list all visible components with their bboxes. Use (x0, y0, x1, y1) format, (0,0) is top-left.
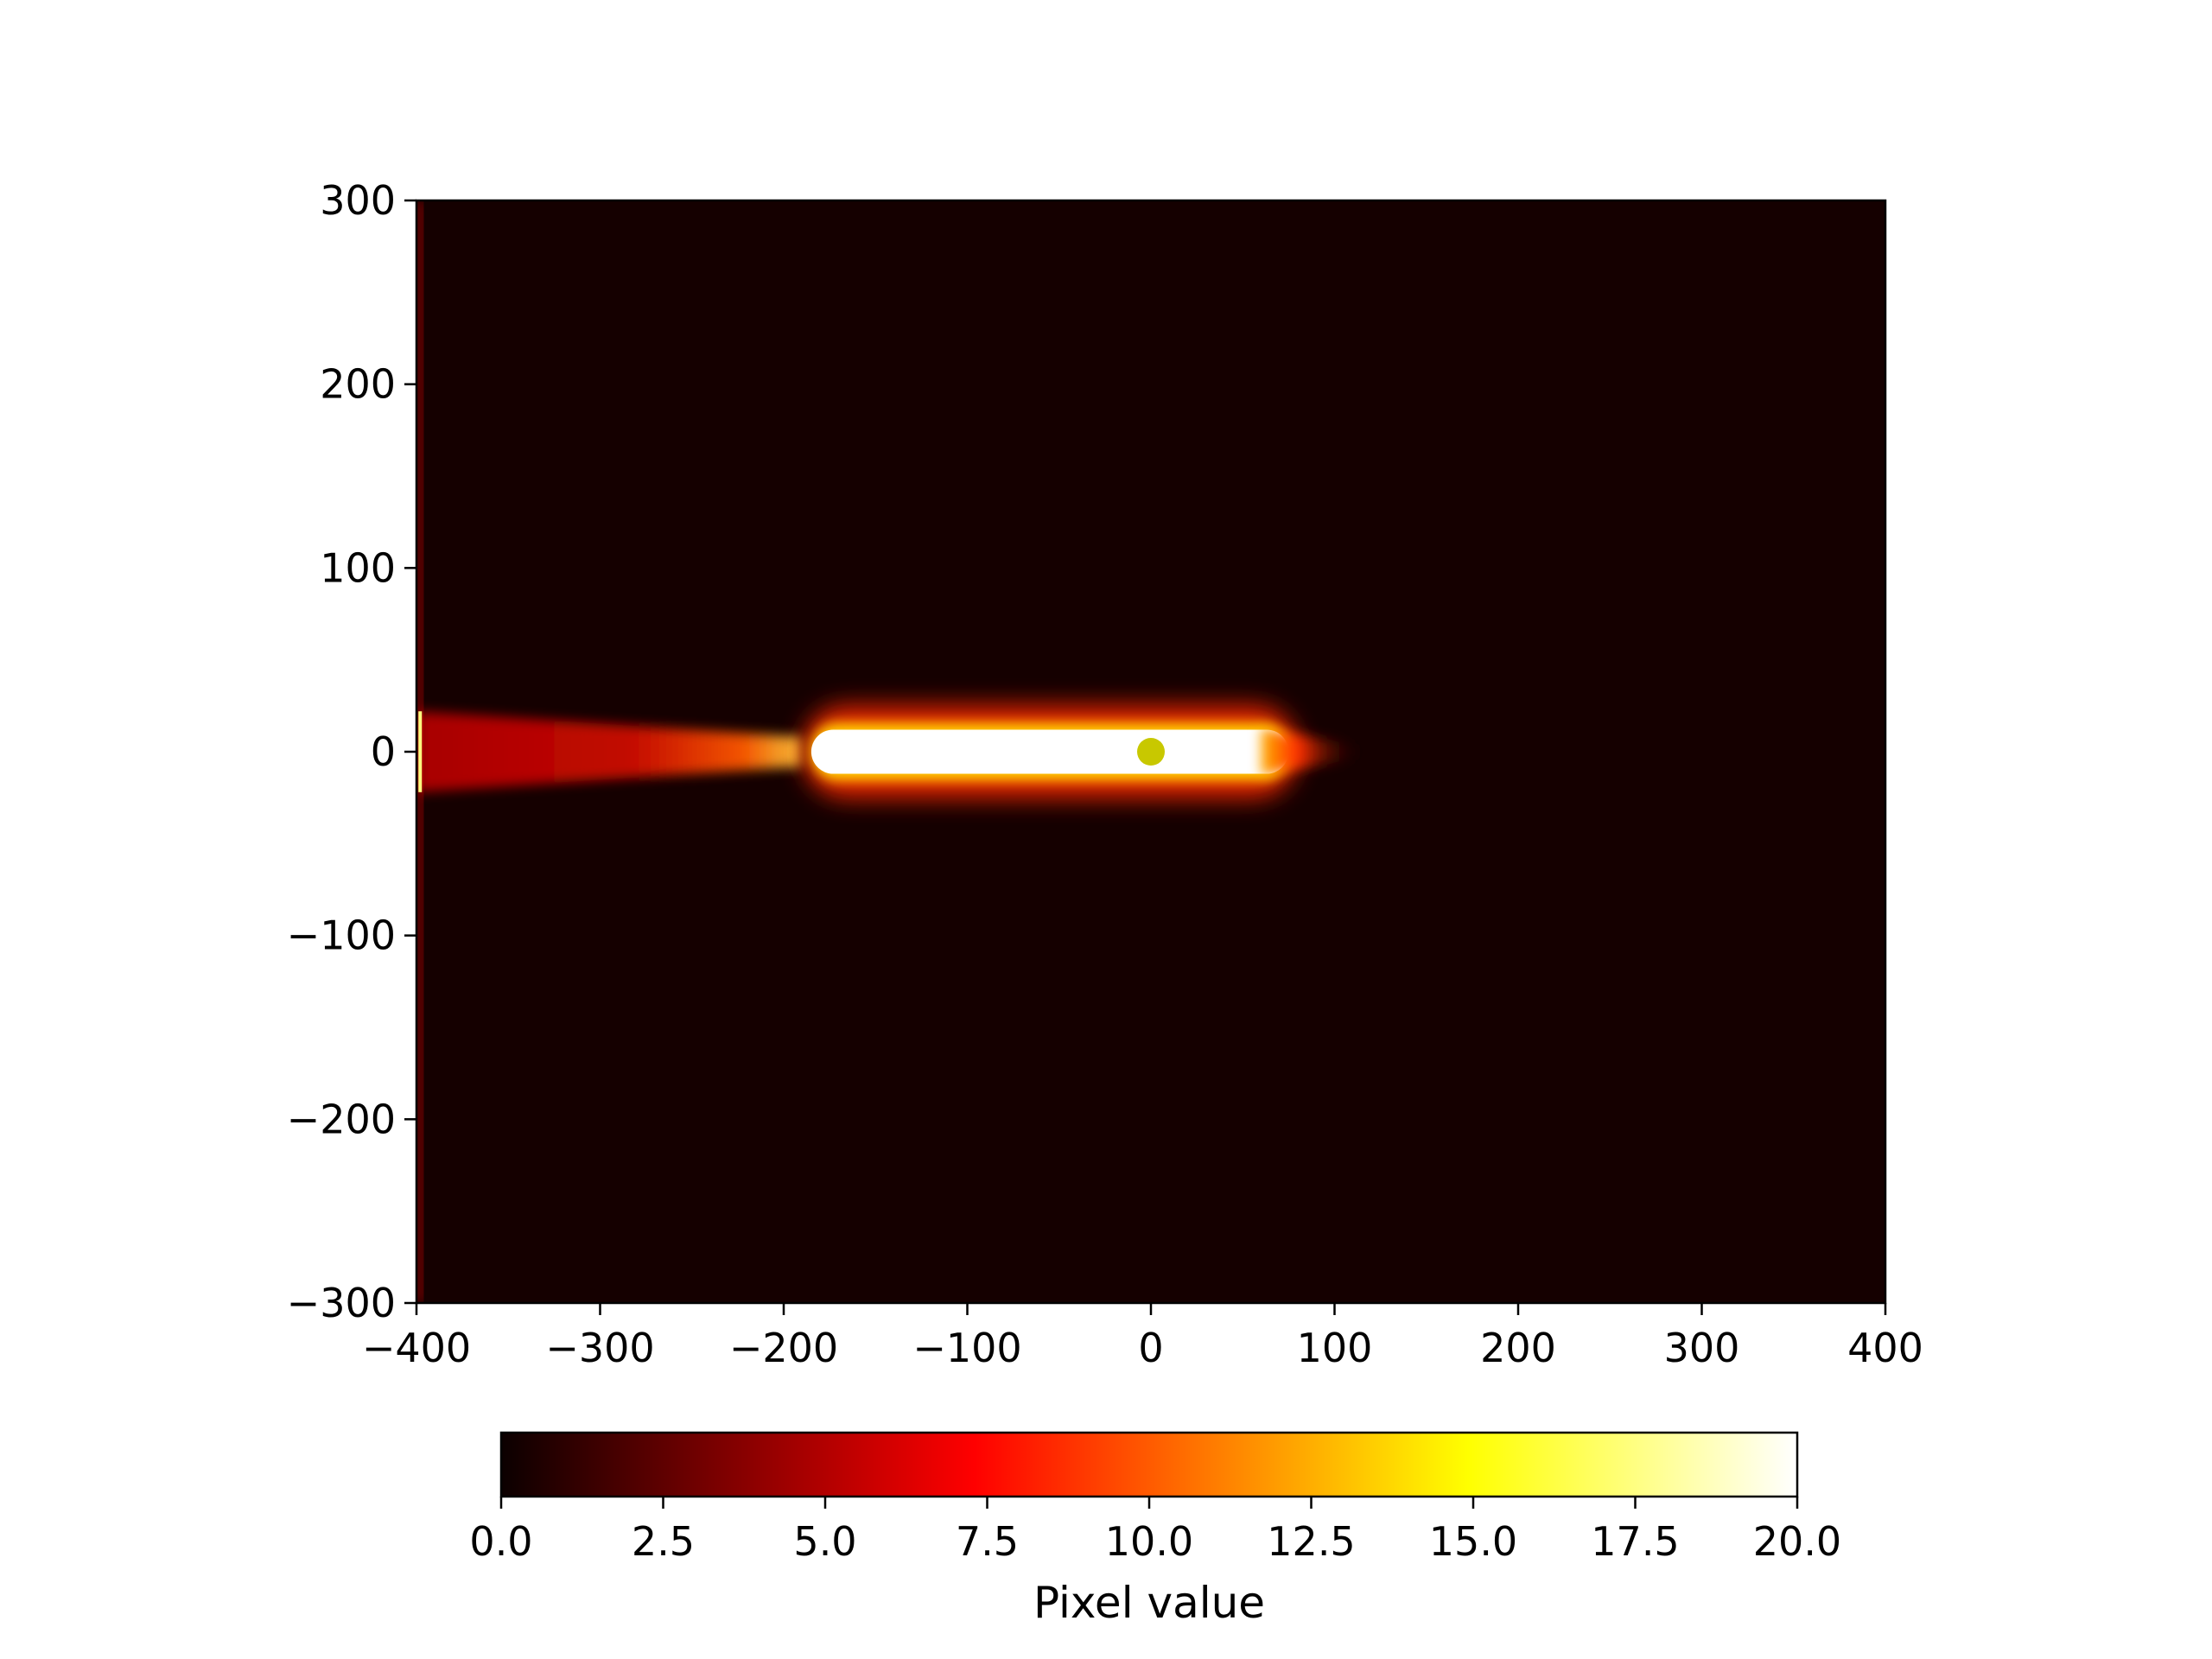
x-tick-label: −100 (912, 1325, 1021, 1371)
y-tick-label: 0 (371, 728, 396, 775)
colorbar-tick-label: 10.0 (1105, 1518, 1193, 1565)
x-tick-label: 300 (1664, 1325, 1740, 1371)
y-tick-label: −100 (287, 912, 396, 959)
colorbar-tick-label: 15.0 (1429, 1518, 1517, 1565)
left-edge-hotspot (418, 711, 423, 792)
x-tick-label: −200 (729, 1325, 838, 1371)
x-tick-label: 200 (1480, 1325, 1556, 1371)
colorbar-tick-label: 0.0 (469, 1518, 532, 1565)
colorbar-tick-label: 5.0 (793, 1518, 856, 1565)
y-tick-label: 300 (320, 177, 396, 224)
colorbar-tick-label: 7.5 (956, 1518, 1019, 1565)
colorbar: 0.0 2.5 5.0 7.5 10.0 12.5 15.0 17.5 20.0 Pixel v… (469, 1431, 1841, 1628)
x-tick-label: −300 (545, 1325, 654, 1371)
colorbar-label: Pixel value (1033, 1578, 1265, 1628)
colorbar-tick-label: 12.5 (1267, 1518, 1355, 1565)
x-tick-label: 100 (1297, 1325, 1373, 1371)
x-axis: −400 −300 −200 −100 0 100 200 300 400 (362, 1303, 1923, 1371)
y-tick-label: 200 (320, 361, 396, 408)
heatmap-features (416, 200, 1363, 1303)
y-tick-label: −300 (287, 1280, 396, 1326)
colorbar-ticks: 0.0 2.5 5.0 7.5 10.0 12.5 15.0 17.5 20.0 (469, 1497, 1841, 1565)
x-tick-label: 0 (1138, 1325, 1163, 1371)
plot-area (415, 199, 1887, 1305)
colorbar-gradient (499, 1431, 1799, 1498)
core-band (810, 729, 1289, 774)
colorbar-tick-label: 20.0 (1753, 1518, 1841, 1565)
y-axis: −300 −200 −100 0 100 200 300 (287, 177, 416, 1326)
y-tick-label: 100 (320, 544, 396, 591)
x-tick-label: −400 (362, 1325, 471, 1371)
tail-plume (416, 711, 803, 792)
y-tick-label: −200 (287, 1096, 396, 1142)
colorbar-tick-label: 17.5 (1591, 1518, 1679, 1565)
source-marker (1137, 738, 1165, 766)
x-tick-label: 400 (1847, 1325, 1923, 1371)
colorbar-tick-label: 2.5 (632, 1518, 695, 1565)
leading-glow (1261, 728, 1363, 776)
